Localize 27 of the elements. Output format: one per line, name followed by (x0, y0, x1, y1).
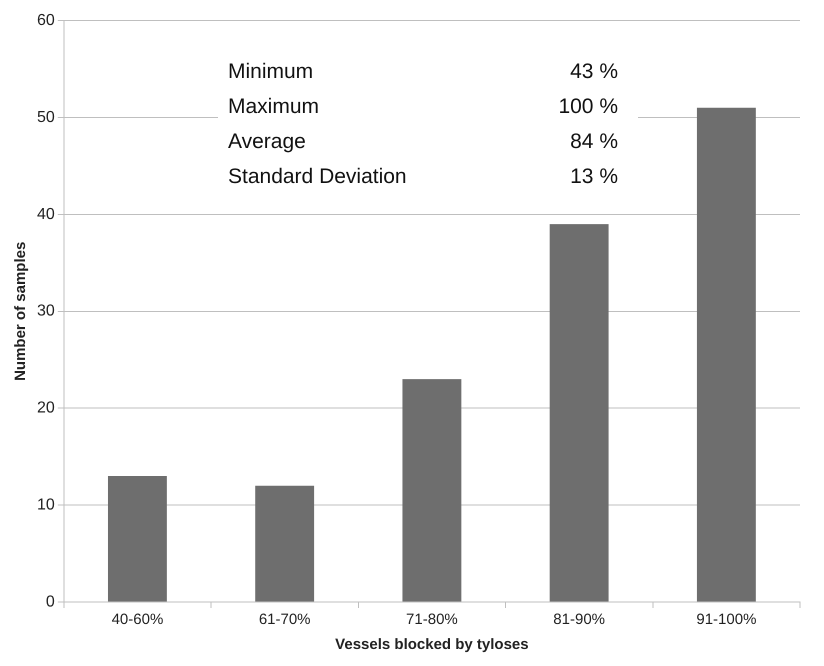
y-tick-label: 0 (46, 593, 55, 610)
bar (696, 108, 756, 602)
annotation: 84 % (570, 129, 618, 155)
bar (550, 224, 609, 602)
bar (402, 379, 462, 602)
annotation: 100 % (558, 94, 618, 120)
x-tick-label: 81-90% (553, 611, 605, 628)
x-tick-label: 61-70% (258, 611, 311, 628)
bar (255, 486, 314, 602)
x-tick-label: 40-60% (112, 611, 164, 628)
x-axis-title: Vessels blocked by tyloses (335, 636, 529, 654)
annotation: Average (228, 129, 306, 155)
y-tick-label: 40 (37, 206, 55, 223)
y-tick-label: 30 (37, 302, 55, 320)
y-tick-label: 50 (37, 108, 55, 126)
annotation: Standard Deviation (228, 164, 407, 190)
y-axis-title: Number of samples (12, 242, 30, 381)
bar (108, 476, 167, 602)
annotation: 43 % (570, 59, 618, 85)
y-tick-label: 60 (37, 12, 55, 30)
annotation: 13 % (570, 164, 618, 190)
y-tick-label: 10 (37, 496, 55, 514)
annotation: Minimum (228, 59, 314, 85)
y-tick-label: 20 (37, 400, 55, 417)
x-tick-label: 71-80% (406, 611, 458, 628)
annotation: Maximum (228, 94, 320, 120)
x-tick-label: 91-100% (696, 611, 756, 628)
